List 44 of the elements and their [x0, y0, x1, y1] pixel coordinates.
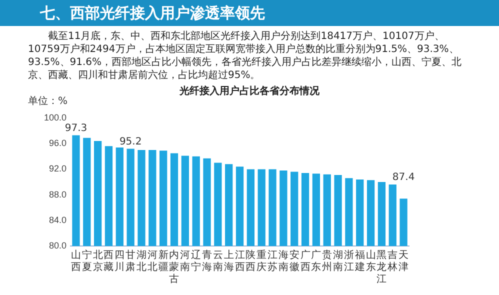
x-tick-label: 安徽 [289, 248, 300, 273]
y-axis-title: 单位：% [28, 94, 68, 108]
x-tick-label: 广东 [311, 248, 322, 273]
x-tick-label: 福建 [354, 248, 365, 273]
x-tick-label: 云南 [212, 250, 223, 273]
x-tick-label: 四川 [114, 250, 125, 273]
y-tick-label: 100.0 [44, 112, 67, 122]
y-tick-label: 88.0 [48, 189, 67, 200]
y-tick-label: 96.0 [48, 138, 67, 148]
x-tick-label: 天津 [398, 250, 409, 273]
data-label: 87.4 [392, 172, 415, 184]
x-tick-label: 贵州 [322, 248, 332, 273]
x-tick-label: 吉林 [386, 248, 398, 273]
x-tick-label: 湖南 [333, 248, 344, 273]
x-tick-label: 宁夏 [82, 248, 92, 273]
x-tick-label: 黑龙江 [376, 250, 387, 285]
y-tick-label: 92.0 [48, 164, 67, 174]
text: 截至11月底，东、中、西和东北部地区光纤接入用户分别达到18417万户、10107万户、10759万户和2494万户，占本地区固定互联网宽带接入用户总数的比重分别为91.5%、93.3%、93.5%、91.6%，西部地区占比小幅领先，各省光纤接入用户占比差异继续缩小，山西、宁夏、北京、西藏、四川和甘肃居前六位，占比均超过95%。 [28, 30, 463, 82]
y-tick-label: 80.0 [48, 240, 67, 250]
x-tick-label: 江西 [234, 248, 245, 273]
x-tick-label: 重庆 [256, 248, 267, 273]
x-tick-label: 新疆 [158, 248, 168, 273]
x-tick-label: 西藏 [104, 250, 114, 273]
chart-title: 七、西部光纤接入用户渗透率领先 [0, 0, 499, 26]
data-label: 95.2 [119, 136, 142, 148]
data-label: 97.3 [64, 122, 88, 134]
x-tick-label: 青海 [202, 248, 212, 273]
x-tick-label: 山西 [70, 248, 81, 273]
x-tick-label: 内蒙古 [169, 248, 180, 285]
x-tick-label: 辽宁 [191, 248, 202, 273]
x-tick-label: 湖北 [136, 248, 146, 273]
x-tick-label: 海南 [278, 248, 288, 273]
x-tick-label: 陕西 [246, 248, 256, 273]
y-tick-label: 84.0 [48, 214, 67, 225]
x-tick-label: 上海 [224, 248, 234, 273]
x-tick-label: 浙江 [344, 248, 354, 273]
x-tick-label: 江苏 [268, 248, 278, 273]
x-tick-label: 甘肃 [126, 248, 136, 273]
x-tick-label: 广西 [300, 248, 310, 273]
x-tick-label: 北京 [92, 248, 103, 273]
x-tick-label: 山东 [366, 248, 376, 273]
chart-subtitle: 光纤接入用户占比各省分布情况 [180, 86, 320, 97]
x-tick-label: 河北 [147, 248, 158, 273]
x-tick-label: 河南 [180, 248, 190, 273]
